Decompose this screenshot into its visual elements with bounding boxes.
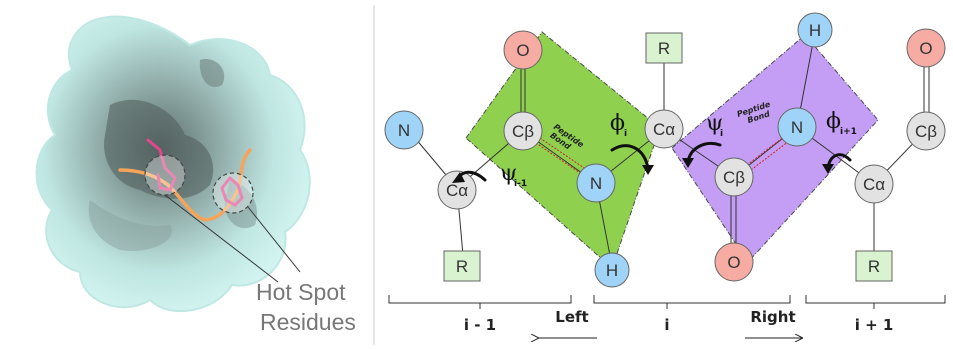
- atom-cb-right: Cβ: [906, 111, 946, 151]
- peptide-bond-dashes: [532, 132, 794, 178]
- svg-text:Cα: Cα: [446, 181, 468, 200]
- atom-o-top-left: O: [503, 30, 543, 70]
- svg-text:R: R: [456, 257, 468, 276]
- atom-cb-purple: Cβ: [714, 157, 754, 197]
- hotspot-residue-2: [220, 175, 244, 207]
- svg-text:O: O: [919, 39, 932, 58]
- svg-text:Cα: Cα: [863, 175, 885, 194]
- hotspot-circle-1: [144, 154, 186, 196]
- atom-n-purple: N: [777, 107, 817, 147]
- atom-ca-left: Cα: [437, 170, 477, 210]
- bracket-label-i-minus-1: i - 1: [464, 316, 496, 334]
- atom-n-left: N: [384, 110, 424, 150]
- bracket-residue-i: [593, 295, 791, 309]
- hotspot-label-line2: Residues: [260, 309, 356, 335]
- peptide-plane-green: [465, 31, 661, 269]
- svg-text:O: O: [727, 253, 740, 272]
- atom-ca-right: Cα: [854, 164, 894, 204]
- svg-text:i: i: [720, 129, 723, 139]
- bracket-label-i-plus-1: i + 1: [855, 316, 894, 334]
- svg-text:ψ: ψ: [500, 161, 517, 186]
- angle-phi-i: ϕ i: [610, 111, 627, 139]
- angle-phi-i-plus-1: ϕ i+1: [826, 109, 857, 137]
- svg-text:Cβ: Cβ: [915, 122, 937, 141]
- r-group-right: R: [855, 250, 893, 282]
- atom-h-green: H: [594, 252, 630, 288]
- svg-text:Cβ: Cβ: [723, 168, 745, 187]
- angle-psi-i: ψ i: [706, 111, 723, 139]
- hotspot-leader-2: [247, 206, 301, 273]
- bracket-residue-i-plus-1: [805, 295, 946, 309]
- hotspot-label-line1: Hot Spot: [256, 279, 346, 305]
- bracket-label-i: i: [664, 316, 669, 334]
- protein-surface: [35, 15, 311, 313]
- svg-text:Cβ: Cβ: [512, 122, 534, 141]
- peptide-backbone-trace: [118, 148, 252, 222]
- direction-left-label: Left: [555, 308, 588, 326]
- atom-h-top: H: [797, 12, 833, 48]
- hotspot-circle-2: [212, 172, 254, 214]
- svg-text:Cα: Cα: [653, 120, 675, 139]
- atom-o-bottom-purple: O: [714, 242, 754, 282]
- svg-text:N: N: [398, 121, 410, 140]
- svg-text:ϕ: ϕ: [610, 111, 625, 136]
- angle-psi-i-minus-1: ψ i-1: [500, 161, 527, 189]
- atom-o-right: O: [906, 28, 946, 68]
- r-group-left: R: [443, 250, 481, 282]
- svg-text:i: i: [624, 129, 627, 139]
- svg-text:R: R: [658, 39, 670, 58]
- bracket-residue-i-minus-1: [388, 295, 572, 309]
- svg-text:R: R: [868, 257, 880, 276]
- svg-text:O: O: [516, 41, 529, 60]
- svg-text:ϕ: ϕ: [826, 109, 841, 134]
- r-group-mid: R: [645, 32, 683, 64]
- atom-n-green: N: [576, 163, 616, 203]
- svg-text:N: N: [590, 174, 602, 193]
- svg-text:N: N: [791, 118, 803, 137]
- atom-ca-mid: Cα: [644, 109, 684, 149]
- svg-text:H: H: [809, 21, 821, 40]
- atom-cb-green: Cβ: [503, 111, 543, 151]
- svg-text:H: H: [606, 261, 618, 280]
- direction-right-label: Right: [750, 308, 795, 326]
- hotspot-residue-1: [146, 138, 177, 192]
- svg-text:ψ: ψ: [706, 111, 723, 136]
- peptide-plane-purple: [671, 34, 879, 263]
- svg-text:i+1: i+1: [840, 127, 857, 137]
- svg-text:i-1: i-1: [514, 179, 527, 189]
- hotspot-leader-1: [164, 194, 279, 283]
- rotation-arrowheads: [452, 158, 834, 183]
